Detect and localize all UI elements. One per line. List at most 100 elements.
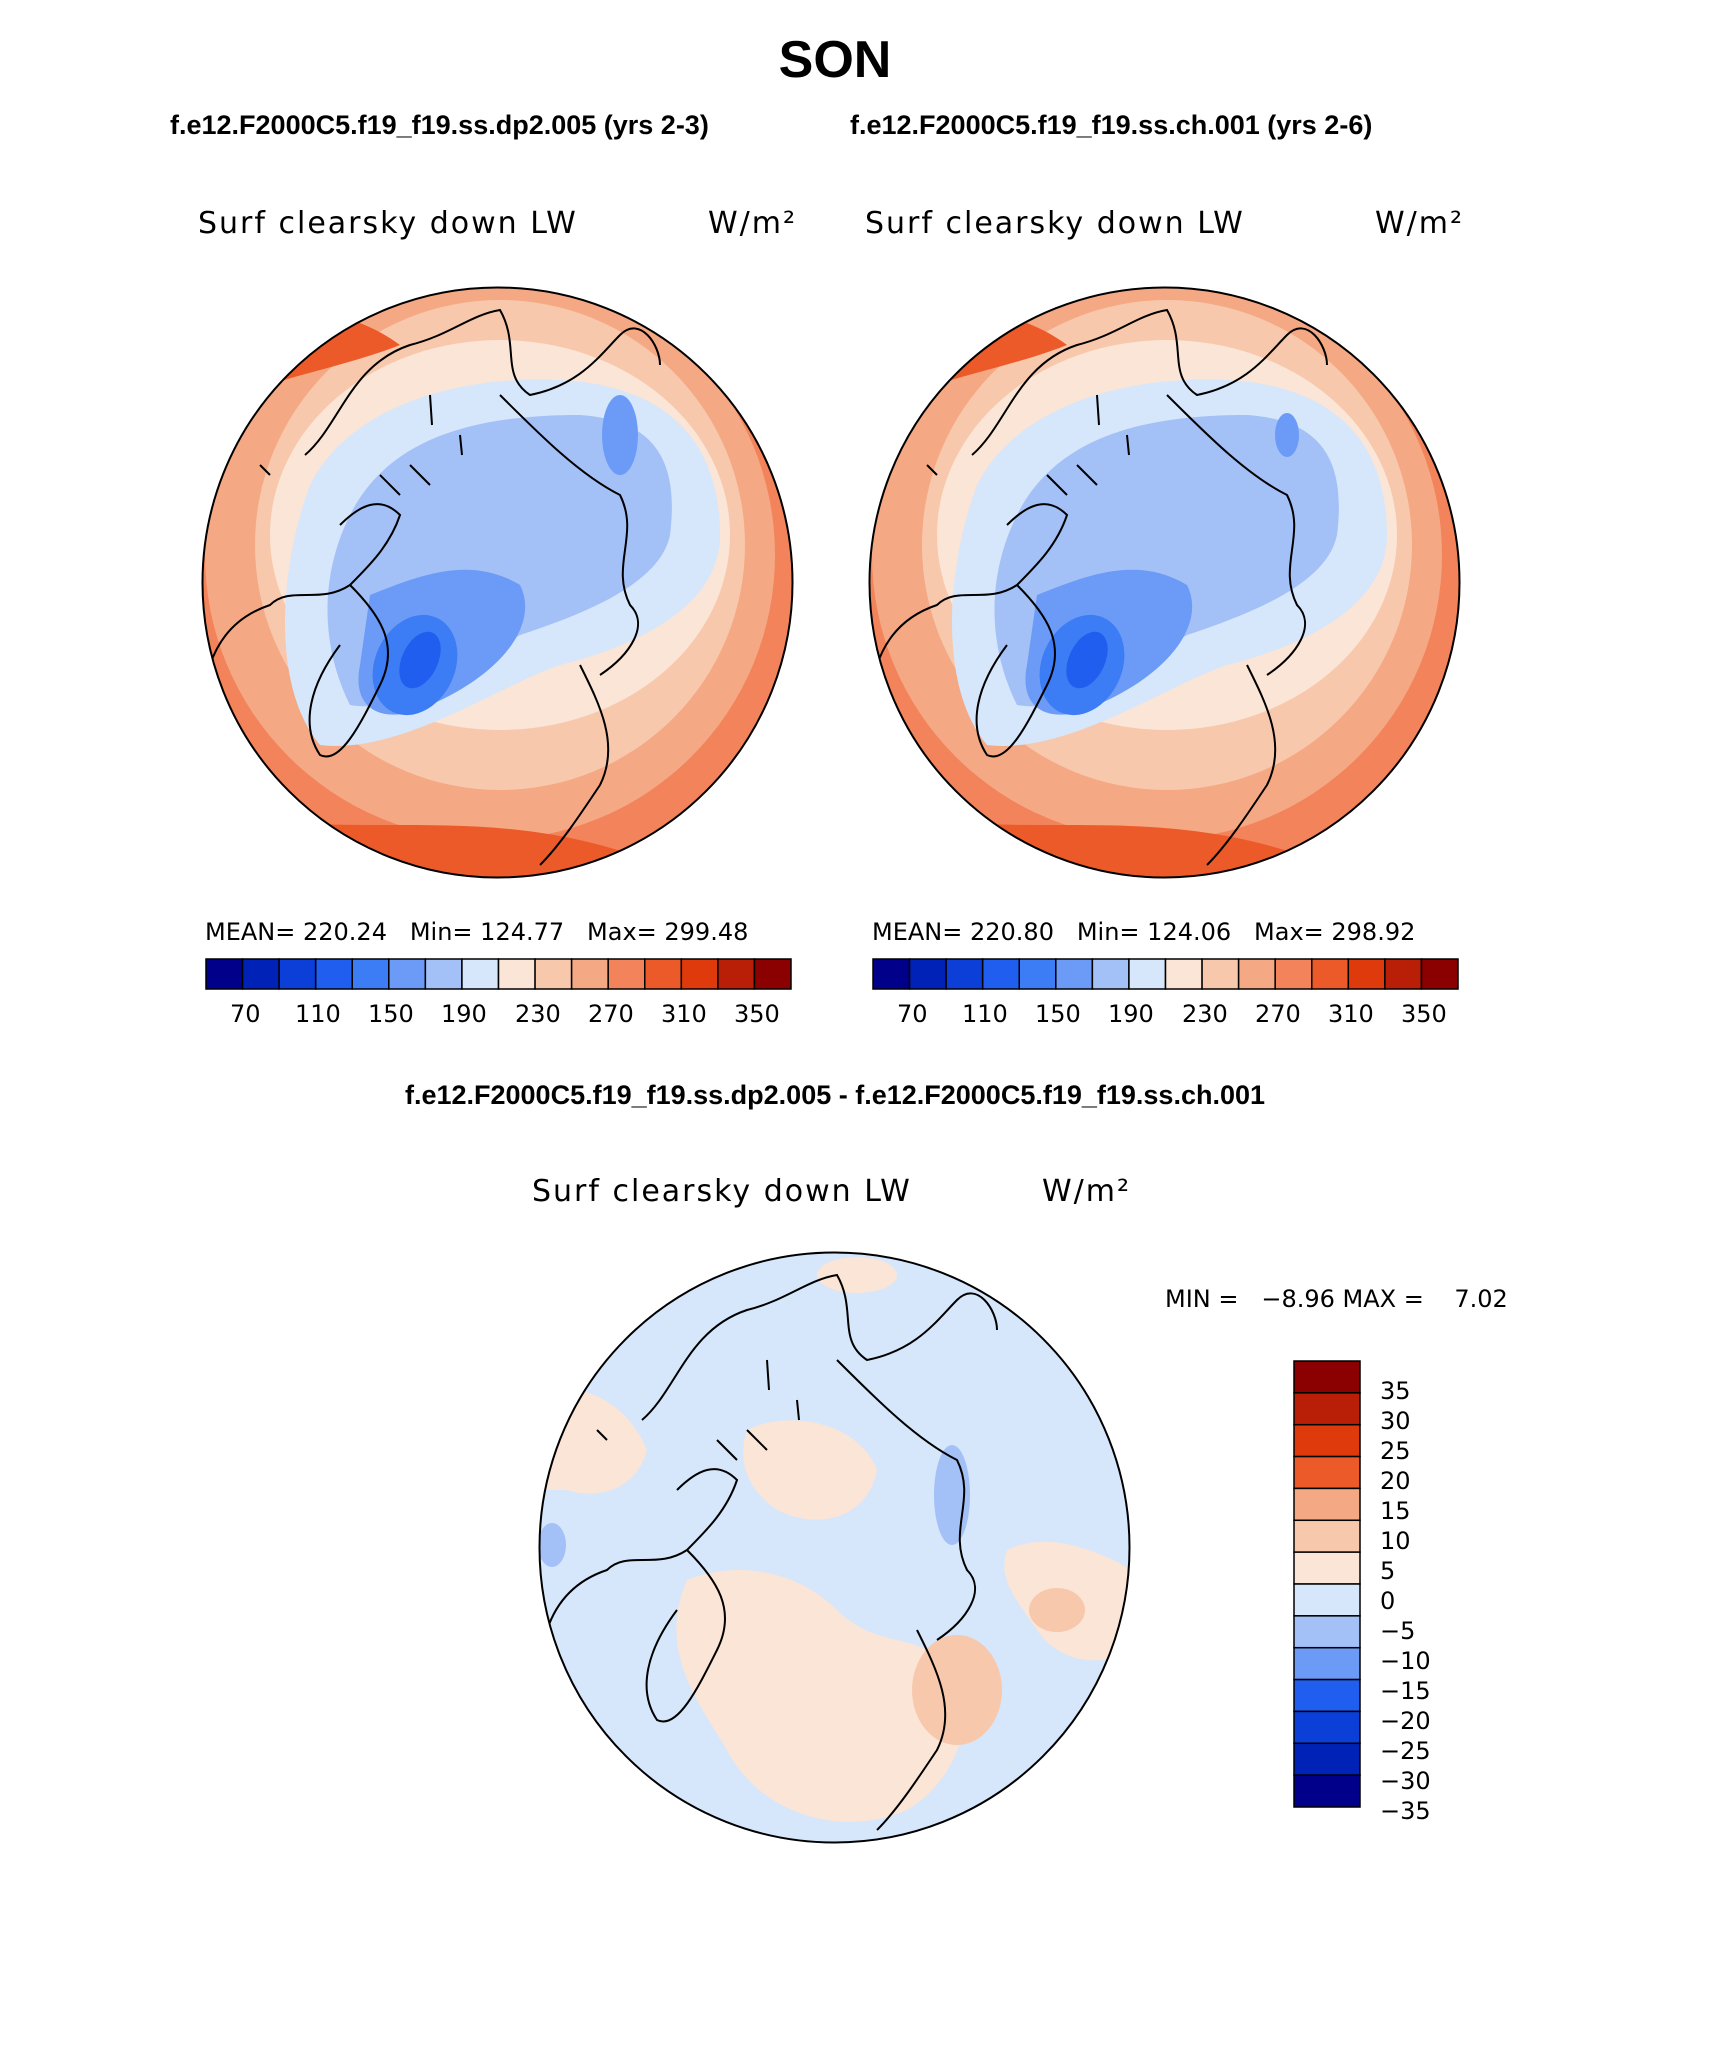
colorbar-swatch [424,958,463,990]
colorbar-swatch [461,958,500,990]
diff-title: f.e12.F2000C5.f19_f19.ss.dp2.005 - f.e12… [404,1080,1266,1110]
colorbar-swatch [1347,958,1386,990]
vbar-label: 10 [1380,1527,1411,1555]
map-border [201,286,794,879]
diff-cream-top [817,1257,897,1293]
colorbar-swatch [644,958,683,990]
vbar-label: 35 [1380,1377,1411,1405]
diff-peach-europe [912,1635,1002,1745]
colorbar-swatch [1293,1423,1361,1458]
vbar-label: −15 [1380,1677,1431,1705]
colorbar-swatch [1164,958,1203,990]
map-border [868,286,1461,879]
cbar2-tick: 350 [1401,1000,1447,1028]
cbar2-tick: 270 [1255,1000,1301,1028]
cbar1-tick: 350 [734,1000,780,1028]
colorbar-swatch [1274,958,1313,990]
cbar2-tick: 150 [1035,1000,1081,1028]
colorbar-swatch [534,958,573,990]
colorbar-swatch [1384,958,1423,990]
panel1-units: W/m² [708,206,798,241]
panel1-variable: Surf clearsky down LW [198,206,578,241]
cbar1-tick: 150 [368,1000,414,1028]
vbar-label: −30 [1380,1767,1431,1795]
map-panel-diff [538,1251,1131,1844]
map-panel-1 [201,286,794,879]
colorbar-swatch [680,958,719,990]
subtitle-left: f.e12.F2000C5.f19_f19.ss.dp2.005 (yrs 2-… [170,110,709,140]
vbar-label: −10 [1380,1647,1431,1675]
siberia-blue [602,395,638,475]
vbar-label: 30 [1380,1407,1411,1435]
vbar-label: 20 [1380,1467,1411,1495]
colorbar-swatch [1293,1551,1361,1585]
colorbar-swatch [314,958,353,990]
vbar-label: −5 [1380,1617,1416,1645]
colorbar-swatch [1091,958,1130,990]
colorbar-swatch [753,958,792,990]
diff-blue-west [539,1523,566,1567]
siberia-blue [1275,413,1299,457]
vbar-label: 0 [1380,1587,1396,1615]
colorbar-swatch [1293,1742,1361,1776]
colorbar-swatch [607,958,646,990]
diff-variable: Surf clearsky down LW [532,1174,912,1209]
figure-title: SON [778,31,892,89]
vbar-label: 15 [1380,1497,1411,1525]
coastlines [209,308,661,866]
cbar2-tick: 230 [1182,1000,1228,1028]
cbar1-tick: 270 [588,1000,634,1028]
cbar1-tick: 190 [441,1000,487,1028]
colorbar-swatch [1293,1678,1361,1713]
colorbar-swatch [1420,958,1459,990]
colorbar-swatch [1201,958,1240,990]
vbar-label: 25 [1380,1437,1411,1465]
colorbar-swatch [1293,1519,1361,1553]
vbar-label: −35 [1380,1797,1431,1825]
greenland-min [1066,631,1108,689]
diff-cream-center [743,1420,877,1520]
diff-peach-ne [1029,1588,1085,1632]
colorbar-swatch [1293,1583,1361,1617]
map-panel-2 [868,286,1461,879]
panel2-stats: MEAN= 220.80 Min= 124.06 Max= 298.92 [872,918,1416,946]
colorbar-swatch [717,958,756,990]
diff-units: W/m² [1042,1174,1132,1209]
greenland-min [399,631,441,689]
cbar2-tick: 110 [962,1000,1008,1028]
colorbar-diff [1293,1360,1361,1808]
colorbar-swatch [981,958,1020,990]
cbar1-tick: 230 [515,1000,561,1028]
cbar2-tick: 190 [1108,1000,1154,1028]
colorbar-swatch [570,958,609,990]
colorbar-swatch [945,958,984,990]
cbar1-tick: 310 [661,1000,707,1028]
cbar2-tick: 310 [1328,1000,1374,1028]
panel2-variable: Surf clearsky down LW [865,206,1245,241]
colorbar-swatch [1128,958,1167,990]
colorbar-swatch [1311,958,1350,990]
colorbar-swatch [872,958,911,990]
subtitle-right: f.e12.F2000C5.f19_f19.ss.ch.001 (yrs 2-6… [850,110,1373,140]
colorbar-swatch [388,958,427,990]
diff-minmax: MIN = −8.96 MAX = 7.02 [1165,1285,1508,1313]
colorbar-swatch [1293,1710,1361,1745]
colorbar-swatch [1293,1646,1361,1681]
colorbar-swatch [1293,1487,1361,1522]
cbar1-tick: 70 [230,1000,261,1028]
colorbar-swatch [351,958,390,990]
vbar-label: −20 [1380,1707,1431,1735]
colorbar-swatch [497,958,536,990]
colorbar-swatch [1293,1774,1361,1808]
colorbar-swatch [1055,958,1094,990]
panel1-stats: MEAN= 220.24 Min= 124.77 Max= 299.48 [205,918,749,946]
vbar-label: −25 [1380,1737,1431,1765]
colorbar-swatch [1237,958,1276,990]
colorbar-swatch [1293,1615,1361,1649]
colorbar-swatch [205,958,244,990]
colorbar-swatch [1293,1392,1361,1426]
colorbar-panel-1 [205,958,792,990]
cbar2-tick: 70 [897,1000,928,1028]
coastlines [546,1273,998,1831]
map-border [538,1251,1131,1844]
